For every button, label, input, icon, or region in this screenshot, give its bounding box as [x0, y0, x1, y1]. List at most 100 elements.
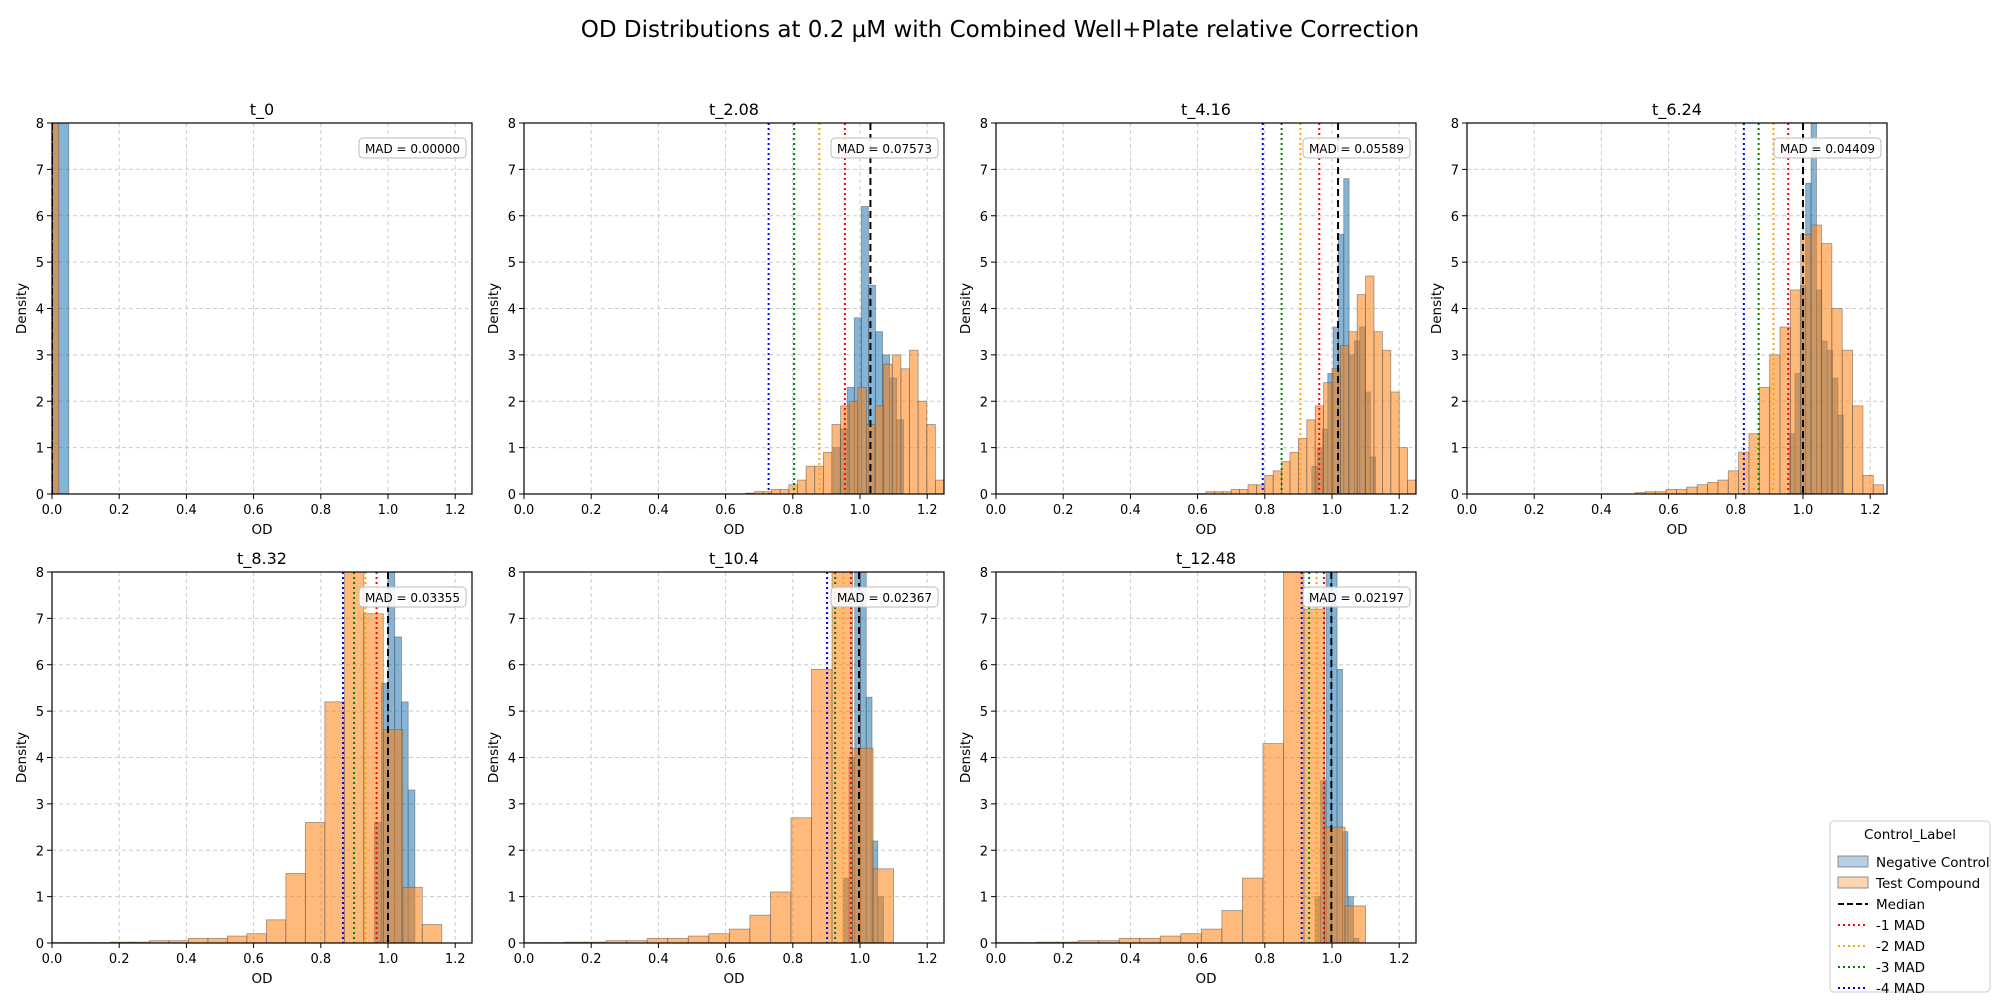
- test-compound-bar: [822, 451, 833, 494]
- panel-title: t_12.48: [1176, 549, 1236, 569]
- y-tick-label: 8: [36, 566, 44, 581]
- test-compound-bar: [1247, 484, 1257, 494]
- y-tick-label: 6: [508, 210, 516, 225]
- y-tick-label: 4: [508, 752, 516, 767]
- panel-title: t_4.16: [1181, 100, 1231, 120]
- test-compound-bar: [1139, 937, 1161, 943]
- y-tick-label: 0: [980, 488, 988, 503]
- test-compound-bar: [1159, 935, 1182, 943]
- mad-annotation: MAD = 0.03355: [365, 591, 460, 605]
- y-tick-label: 5: [36, 256, 44, 271]
- test-compound-bar: [1727, 470, 1739, 494]
- legend-title: Control_Label: [1864, 827, 1956, 843]
- y-tick-label: 6: [508, 659, 516, 674]
- test-compound-bar: [917, 400, 928, 494]
- test-compound-bar: [52, 123, 60, 494]
- x-tick-label: 0.8: [310, 952, 331, 967]
- y-tick-label: 6: [36, 659, 44, 674]
- x-tick-label: 0.6: [243, 503, 264, 518]
- test-compound-bar: [749, 914, 771, 943]
- panel-title: t_10.4: [709, 549, 759, 569]
- test-compound-bar: [1356, 294, 1366, 494]
- test-compound-bar: [1200, 928, 1223, 943]
- x-tick-label: 1.0: [850, 952, 871, 967]
- test-compound-bar: [1306, 419, 1316, 494]
- x-tick-label: 0.4: [1120, 503, 1141, 518]
- y-tick-label: 2: [980, 395, 988, 410]
- x-tick-label: 1.0: [1322, 503, 1343, 518]
- y-tick-label: 1: [1451, 442, 1459, 457]
- y-tick-label: 8: [1451, 117, 1459, 132]
- test-compound-bar: [1717, 479, 1729, 494]
- y-tick-label: 2: [1451, 395, 1459, 410]
- panel-t_12.48: 0.0 0.2 0.4 0.6 0.8 1.0 1.2 0 1 2 3 4 5 6 7 8 OD Density t…: [958, 549, 1417, 987]
- panel-title: t_0: [250, 100, 274, 120]
- neg-control-bar: [407, 789, 416, 943]
- test-compound-bar: [1407, 479, 1416, 494]
- y-tick-label: 2: [508, 844, 516, 859]
- legend-label: -3 MAD: [1876, 960, 1925, 976]
- x-axis-label: OD: [251, 522, 272, 538]
- test-compound-bar: [771, 488, 781, 494]
- mad-annotation: MAD = 0.04409: [1780, 142, 1875, 156]
- test-compound-bar: [382, 729, 404, 943]
- y-tick-label: 7: [508, 163, 516, 178]
- test-compound-bar: [1769, 354, 1781, 494]
- mad-annotation-box: [830, 586, 939, 608]
- y-tick-label: 6: [980, 659, 988, 674]
- test-compound-bar: [265, 919, 287, 943]
- test-compound-bar: [1758, 386, 1771, 494]
- y-tick-label: 0: [980, 937, 988, 952]
- test-compound-bar: [1831, 308, 1843, 494]
- x-tick-label: 0.4: [648, 503, 669, 518]
- x-tick-label: 0.0: [986, 503, 1007, 518]
- x-tick-label: 0.6: [243, 952, 264, 967]
- y-tick-label: 7: [980, 163, 988, 178]
- y-tick-label: 7: [36, 163, 44, 178]
- x-tick-label: 1.0: [1793, 503, 1814, 518]
- y-axis-label: Density: [486, 283, 502, 334]
- y-tick-label: 7: [36, 612, 44, 627]
- test-compound-bar: [226, 935, 248, 943]
- panel-t_4.16: 0.0 0.2 0.4 0.6 0.8 1.0 1.2 0 1 2 3 4 5 6 7 8 OD Density t…: [958, 100, 1417, 538]
- test-compound-bar: [1790, 289, 1802, 494]
- y-tick-label: 6: [1451, 210, 1459, 225]
- x-tick-label: 0.6: [715, 952, 736, 967]
- mad-annotation-box: [1302, 137, 1411, 159]
- x-tick-label: 0.6: [715, 503, 736, 518]
- y-tick-label: 4: [36, 752, 44, 767]
- x-tick-label: 0.4: [648, 952, 669, 967]
- plot-area: [52, 123, 70, 494]
- y-tick-label: 8: [36, 117, 44, 132]
- test-compound-bar: [1810, 224, 1822, 494]
- test-compound-bar: [1331, 368, 1341, 494]
- y-tick-label: 2: [980, 844, 988, 859]
- x-tick-label: 1.2: [445, 952, 466, 967]
- x-tick-label: 0.8: [310, 503, 331, 518]
- x-tick-label: 0.0: [986, 952, 1007, 967]
- test-compound-bar: [1230, 488, 1240, 494]
- test-compound-bar: [779, 488, 790, 494]
- x-tick-label: 1.2: [1860, 503, 1881, 518]
- x-tick-label: 0.0: [514, 503, 535, 518]
- x-tick-label: 0.8: [1254, 952, 1275, 967]
- test-compound-bar: [1298, 437, 1308, 494]
- test-compound-bar: [1852, 405, 1864, 494]
- test-compound-bar: [926, 424, 936, 494]
- legend-swatch: [1837, 855, 1869, 868]
- test-compound-bar: [1390, 391, 1400, 494]
- mad-annotation: MAD = 0.00000: [365, 142, 460, 156]
- legend-label: -2 MAD: [1876, 939, 1925, 955]
- y-axis-label: Density: [958, 732, 974, 783]
- y-tick-label: 3: [980, 349, 988, 364]
- test-compound-bar: [1221, 910, 1243, 943]
- x-axis-label: OD: [251, 971, 272, 987]
- test-compound-bar: [1398, 447, 1408, 494]
- plot-area: [996, 572, 1366, 943]
- mad-annotation: MAD = 0.02197: [1309, 591, 1404, 605]
- x-tick-label: 0.0: [42, 952, 63, 967]
- x-tick-label: 0.4: [176, 503, 197, 518]
- y-tick-label: 0: [36, 488, 44, 503]
- legend-label: Negative Control: [1876, 855, 1990, 871]
- test-compound-bar: [1262, 743, 1284, 943]
